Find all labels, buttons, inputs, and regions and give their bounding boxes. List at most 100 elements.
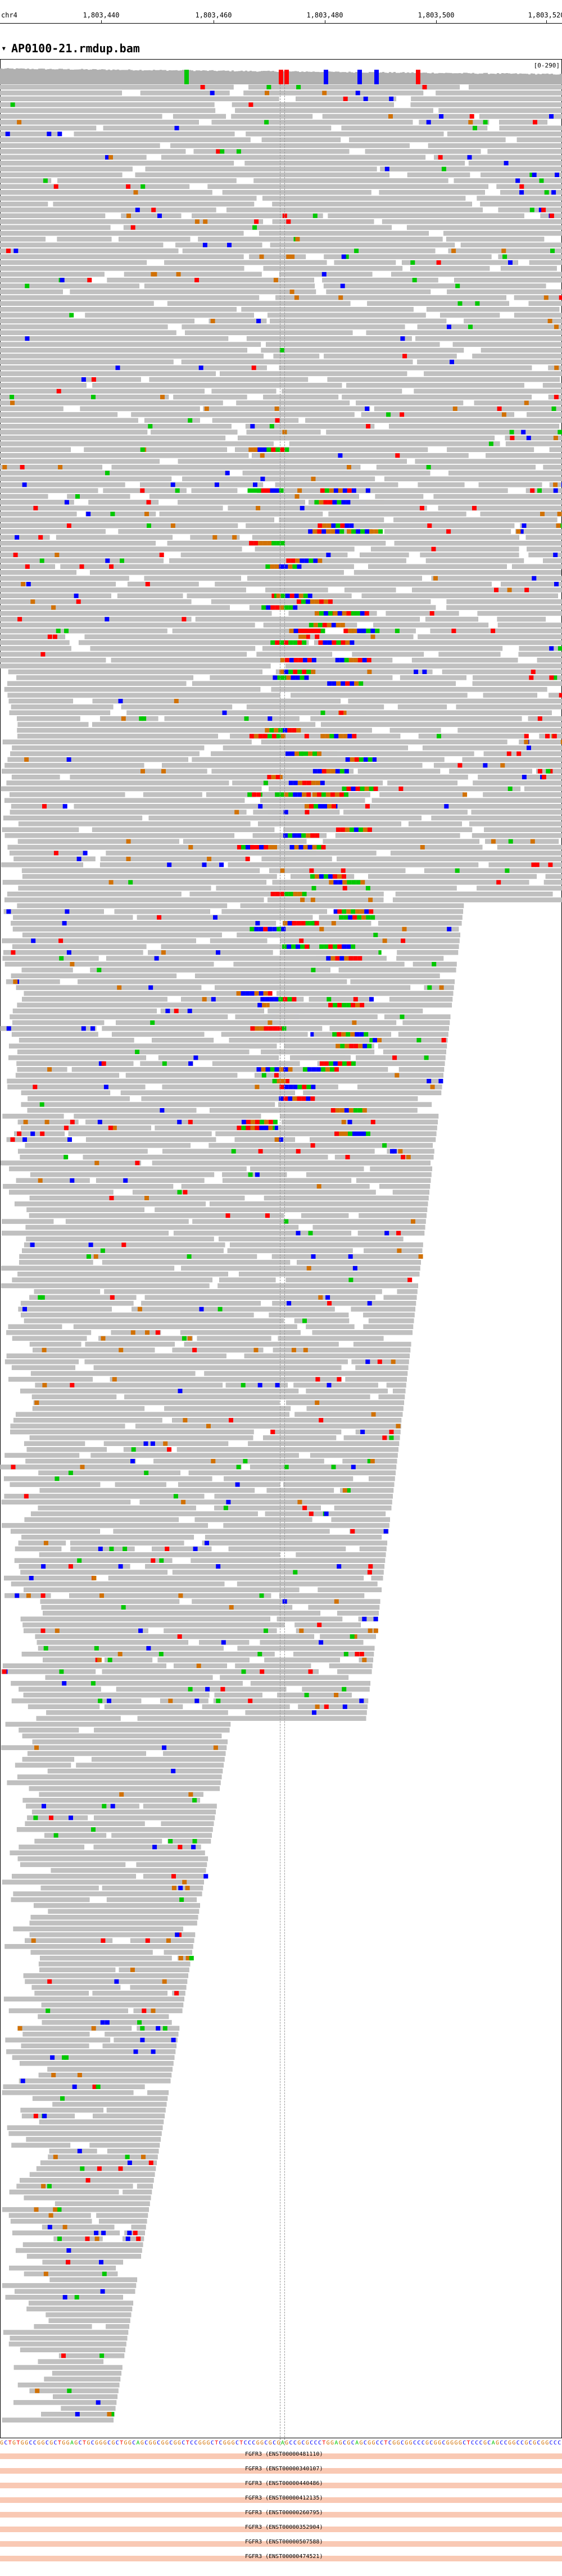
read[interactable]: [125, 1073, 238, 1078]
read[interactable]: [310, 1453, 398, 1458]
read[interactable]: [324, 354, 457, 359]
read[interactable]: [518, 652, 562, 657]
read[interactable]: [143, 792, 202, 797]
read[interactable]: [481, 172, 562, 178]
read[interactable]: [0, 535, 50, 540]
read[interactable]: [227, 1248, 353, 1253]
read[interactable]: [20, 1300, 134, 1306]
read[interactable]: [78, 640, 309, 645]
read[interactable]: [364, 1248, 423, 1253]
read[interactable]: [139, 1499, 392, 1505]
read[interactable]: [310, 1137, 436, 1142]
read[interactable]: [12, 2230, 120, 2236]
read[interactable]: [12, 1336, 87, 1341]
read[interactable]: [4, 1453, 80, 1458]
read[interactable]: [26, 2306, 133, 2312]
read[interactable]: [29, 1932, 196, 1937]
read[interactable]: [6, 780, 229, 785]
read[interactable]: [119, 1967, 189, 1973]
read[interactable]: [251, 453, 469, 458]
read[interactable]: [17, 2382, 120, 2388]
read[interactable]: [120, 1090, 296, 1096]
read[interactable]: [446, 237, 545, 242]
read[interactable]: [98, 1336, 193, 1341]
read[interactable]: [84, 1359, 348, 1364]
read[interactable]: [4, 798, 245, 803]
read[interactable]: [104, 1704, 183, 1710]
read[interactable]: [359, 1546, 387, 1552]
read[interactable]: [60, 564, 285, 570]
read[interactable]: [185, 330, 353, 336]
read[interactable]: [0, 464, 103, 470]
read[interactable]: [172, 1348, 264, 1353]
read[interactable]: [14, 1558, 173, 1563]
read[interactable]: [173, 114, 226, 119]
read[interactable]: [202, 1704, 290, 1710]
read[interactable]: [334, 1505, 392, 1511]
read[interactable]: [446, 605, 562, 610]
read[interactable]: [0, 254, 244, 259]
read[interactable]: [2, 1879, 204, 1885]
read[interactable]: [264, 1657, 340, 1662]
read[interactable]: [32, 2096, 168, 2101]
read[interactable]: [0, 570, 77, 575]
read[interactable]: [345, 1377, 407, 1382]
read[interactable]: [384, 1014, 451, 1019]
read[interactable]: [319, 915, 463, 920]
read[interactable]: [198, 237, 443, 242]
read[interactable]: [525, 535, 562, 540]
read[interactable]: [392, 1388, 406, 1394]
read[interactable]: [7, 1078, 285, 1084]
read[interactable]: [178, 1482, 280, 1487]
read[interactable]: [272, 880, 529, 885]
read[interactable]: [272, 1300, 416, 1306]
read[interactable]: [215, 985, 411, 990]
read[interactable]: [487, 149, 562, 154]
read[interactable]: [298, 1704, 368, 1710]
read[interactable]: [102, 1026, 323, 1031]
read[interactable]: [317, 1061, 445, 1066]
read[interactable]: [379, 792, 464, 797]
read[interactable]: [0, 189, 212, 195]
read[interactable]: [229, 1037, 370, 1043]
read[interactable]: [235, 1014, 378, 1019]
read[interactable]: [74, 1114, 261, 1119]
read[interactable]: [258, 821, 401, 826]
read[interactable]: [19, 1037, 134, 1043]
read[interactable]: [334, 1154, 434, 1160]
read[interactable]: [4, 897, 264, 902]
read[interactable]: [0, 114, 162, 119]
read[interactable]: [173, 1231, 352, 1236]
read[interactable]: [499, 125, 562, 131]
read[interactable]: [173, 394, 247, 400]
read[interactable]: [159, 511, 323, 517]
read[interactable]: [310, 944, 459, 950]
read[interactable]: [3, 950, 143, 955]
read[interactable]: [0, 1026, 97, 1031]
read[interactable]: [22, 1757, 75, 1762]
read[interactable]: [78, 979, 347, 984]
read[interactable]: [4, 1494, 205, 1499]
read[interactable]: [469, 821, 562, 826]
read[interactable]: [19, 1260, 93, 1265]
read[interactable]: [65, 1219, 189, 1224]
read[interactable]: [480, 201, 562, 207]
read[interactable]: [0, 447, 71, 453]
read[interactable]: [496, 184, 562, 189]
read[interactable]: [291, 693, 468, 698]
read[interactable]: [2, 1219, 54, 1224]
read[interactable]: [22, 1733, 222, 1739]
read[interactable]: [456, 704, 562, 709]
read[interactable]: [378, 1043, 447, 1049]
read[interactable]: [18, 885, 211, 891]
read[interactable]: [46, 2312, 132, 2317]
read[interactable]: [320, 722, 562, 727]
read[interactable]: [349, 1529, 389, 1534]
read[interactable]: [0, 511, 77, 517]
read[interactable]: [346, 383, 524, 388]
read[interactable]: [236, 400, 350, 405]
read[interactable]: [11, 1032, 98, 1037]
read[interactable]: [511, 564, 562, 570]
read[interactable]: [329, 1663, 373, 1669]
read[interactable]: [20, 1616, 270, 1622]
